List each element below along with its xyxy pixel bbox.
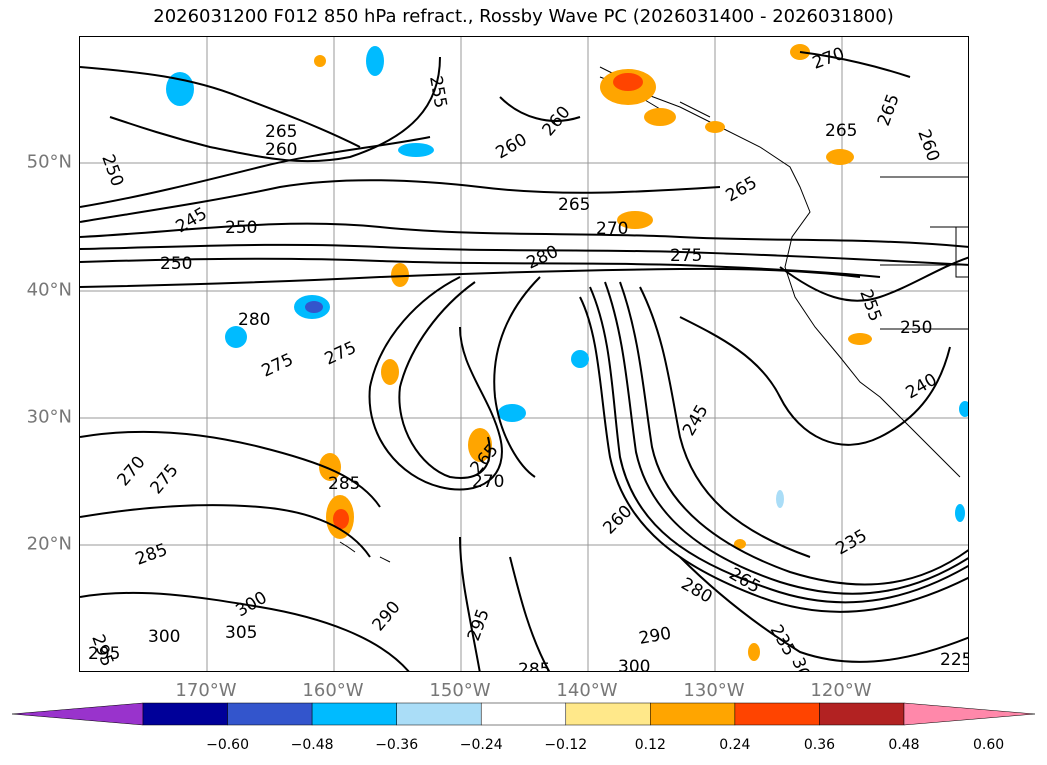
colorbar-bin bbox=[565, 702, 651, 726]
contour-label: 250 bbox=[225, 218, 257, 238]
lon-label: 160°W bbox=[302, 680, 364, 701]
contour-label: 300 bbox=[787, 655, 817, 672]
colorbar-bin bbox=[480, 702, 567, 726]
colorbar-tick-label: −0.24 bbox=[459, 737, 503, 753]
contour-label: 265 bbox=[874, 91, 904, 128]
contour-label: 265 bbox=[723, 173, 761, 207]
colorbar-bin bbox=[819, 702, 905, 726]
contour-label: 235 bbox=[833, 526, 871, 560]
lon-label: 150°W bbox=[429, 680, 491, 701]
contour-label: 260 bbox=[265, 140, 297, 160]
lon-label: 120°W bbox=[810, 680, 872, 701]
lon-label: 140°W bbox=[556, 680, 618, 701]
colorbar-tick-label: 0.12 bbox=[634, 737, 666, 753]
contour-label: 275 bbox=[147, 460, 183, 498]
contour-label: 285 bbox=[133, 540, 170, 570]
colorbar bbox=[11, 702, 1036, 726]
contour-label: 280 bbox=[238, 310, 270, 330]
contour-label: 275 bbox=[670, 246, 702, 266]
map-canvas: 250 265 260 255 260 260 270 265 265 260 … bbox=[80, 37, 969, 672]
contour-label: 300 bbox=[148, 627, 180, 647]
contour-label: 260 bbox=[493, 130, 531, 164]
colorbar-tick-label: 0.60 bbox=[972, 737, 1005, 753]
colorbar-bin bbox=[311, 702, 397, 726]
graticule bbox=[80, 37, 968, 671]
contour-label: 275 bbox=[259, 350, 297, 382]
lat-label: 40°N bbox=[26, 279, 72, 301]
contour-label: 240 bbox=[903, 370, 941, 404]
contour-label: 235 bbox=[766, 622, 800, 660]
contour-label: 270 bbox=[596, 219, 628, 239]
colorbar-tick-label: −0.48 bbox=[290, 737, 334, 753]
lon-label: 130°W bbox=[683, 680, 745, 701]
lon-label: 170°W bbox=[175, 680, 237, 701]
contour-label: 265 bbox=[825, 121, 857, 141]
contour-label: 265 bbox=[726, 564, 764, 598]
colorbar-tick-label: 0.24 bbox=[719, 737, 751, 753]
colorbar-tick-label: 0.36 bbox=[803, 737, 836, 753]
contour-label: 270 bbox=[472, 472, 504, 492]
colorbar-extend-high bbox=[903, 702, 1036, 726]
contour-label: 280 bbox=[678, 574, 716, 608]
contour-label: 290 bbox=[369, 597, 405, 635]
colorbar-bin bbox=[396, 702, 482, 726]
lat-label: 20°N bbox=[26, 533, 72, 555]
colorbar-extend-low bbox=[11, 702, 144, 726]
map-panel[interactable]: 250 265 260 255 260 260 270 265 265 260 … bbox=[79, 36, 969, 672]
lat-label: 30°N bbox=[26, 406, 72, 428]
colorbar-bin bbox=[142, 702, 228, 726]
contour-label: 285 bbox=[328, 474, 360, 494]
contour-label: 255 bbox=[855, 287, 885, 324]
contour-label: 295 bbox=[88, 644, 120, 664]
contour-label: 245 bbox=[173, 204, 211, 238]
colorbar-bin bbox=[227, 702, 313, 726]
colorbar-tick-label: −0.60 bbox=[206, 737, 249, 753]
contour-label: 265 bbox=[265, 122, 297, 142]
contour-label: 305 bbox=[225, 623, 257, 643]
contour-label: 250 bbox=[160, 254, 192, 274]
contour-label: 280 bbox=[524, 242, 562, 274]
colorbar-tick-label: −0.12 bbox=[544, 737, 588, 753]
contour-label: 245 bbox=[679, 401, 713, 439]
colorbar-tick-label: −0.36 bbox=[375, 737, 419, 753]
contour-label: 300 bbox=[618, 657, 650, 672]
contour-labels: 250 265 260 255 260 260 270 265 265 260 … bbox=[87, 44, 969, 672]
map-title: 2026031200 F012 850 hPa refract., Rossby… bbox=[153, 6, 894, 27]
colorbar-bin bbox=[650, 702, 736, 726]
lat-label: 50°N bbox=[26, 151, 72, 173]
shading-positive bbox=[314, 44, 872, 661]
contour-label: 225 bbox=[940, 650, 969, 670]
contour-lines bbox=[80, 51, 968, 671]
shading-negative bbox=[166, 46, 968, 522]
contour-label: 250 bbox=[900, 318, 932, 338]
contour-label: 265 bbox=[558, 195, 590, 215]
contour-label: 270 bbox=[114, 452, 150, 490]
contour-label: 260 bbox=[913, 127, 943, 164]
contour-label: 300 bbox=[233, 588, 271, 622]
contour-label: 285 bbox=[518, 660, 550, 672]
colorbar-tick-label: 0.48 bbox=[888, 737, 920, 753]
colorbar-bin bbox=[734, 702, 820, 726]
contour-label: 260 bbox=[539, 102, 575, 140]
contour-label: 290 bbox=[637, 624, 672, 649]
contour-label: 275 bbox=[322, 338, 360, 370]
contour-label: 250 bbox=[97, 152, 127, 189]
